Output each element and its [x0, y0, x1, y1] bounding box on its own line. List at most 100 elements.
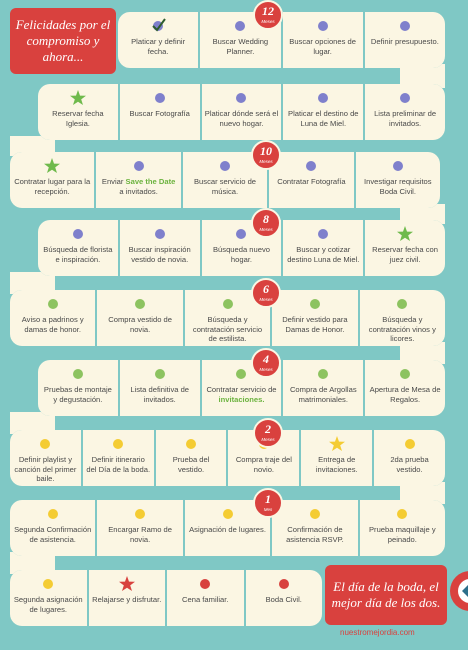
- dot: [309, 299, 320, 309]
- task-card: Buscar opciones de lugar.: [282, 12, 363, 68]
- dot: [318, 93, 329, 103]
- path-connector: [400, 482, 445, 504]
- task-text: Buscar Wedding Planner.: [212, 37, 269, 56]
- task-marker: [220, 161, 231, 171]
- task-text-part: Contratar servicio de: [206, 385, 277, 394]
- dot: [133, 161, 144, 171]
- task-card: Buscar y cotizar destino Luna de Miel.: [283, 220, 364, 276]
- dot: [318, 369, 329, 379]
- dot: [47, 299, 58, 309]
- task-marker: [235, 21, 246, 31]
- task-text: Lista preliminar de invitados.: [374, 109, 437, 128]
- dot: [222, 509, 233, 519]
- check: [152, 18, 166, 32]
- task-text: Definir itinerario del Día de la boda.: [86, 455, 151, 474]
- path-connector: [400, 204, 445, 224]
- dot: [404, 439, 415, 449]
- task-marker: [317, 21, 328, 31]
- task-card: Lista preliminar de invitados.: [365, 84, 445, 140]
- task-card: Segunda asignación de lugares.: [10, 570, 87, 626]
- path-connector: [10, 136, 55, 156]
- task-text: Reservar fecha Iglesia.: [52, 109, 104, 128]
- task-card: Segunda Confirmación de asistencia.: [10, 500, 96, 556]
- task-marker: [135, 299, 146, 309]
- task-marker: [47, 299, 58, 309]
- task-text: Compra de Argollas matrimoniales.: [289, 385, 357, 404]
- path-connector: [10, 272, 55, 294]
- star: [44, 158, 61, 173]
- task-text: Entrega de invitaciones.: [315, 455, 358, 474]
- task-card: Compra traje del novio.: [228, 430, 300, 486]
- task-marker: [135, 509, 146, 519]
- task-text: Buscar servicio de música.: [193, 177, 257, 196]
- task-card: Definir vestido para Damas de Honor.: [272, 290, 358, 346]
- badge-number: 6: [263, 282, 269, 296]
- dot: [154, 229, 165, 239]
- task-card: Entrega de invitaciones.: [301, 430, 373, 486]
- dot: [47, 509, 58, 519]
- task-text: Buscar y cotizar destino Luna de Miel.: [287, 245, 360, 264]
- task-marker: [309, 509, 320, 519]
- task-card: Enviar Save the Date a invitados.: [96, 152, 181, 208]
- task-marker: [44, 158, 61, 173]
- task-card: Compra de Argollas matrimoniales.: [283, 360, 364, 416]
- badge-number: 4: [263, 352, 269, 366]
- dot: [72, 369, 83, 379]
- month-badge: 10 Meses: [251, 140, 281, 170]
- task-card: Búsqueda y contratación vinos y licores.: [359, 290, 445, 346]
- task-text: Aviso a padrinos y damas de honor.: [21, 315, 84, 334]
- task-marker: [154, 93, 165, 103]
- task-text-part: Save the Date: [125, 177, 176, 186]
- task-card: Definir playlist y canción del primer ba…: [10, 430, 81, 486]
- title-box: Felicidades por el compromiso y ahora...: [10, 8, 116, 74]
- badge-unit: Meses: [261, 437, 275, 442]
- month-badge: 2 Meses: [253, 418, 283, 448]
- dot: [399, 21, 410, 31]
- task-text: Pruebas de montaje y degustación.: [43, 385, 112, 404]
- timeline-row: Platicar y definir fecha. Buscar Wedding …: [118, 12, 445, 68]
- task-marker: [278, 579, 289, 589]
- task-text: Apertura de Mesa de Regalos.: [369, 385, 441, 404]
- task-text: Contratar servicio de invitaciones.: [205, 385, 279, 404]
- task-text: Contratar lugar para la recepción.: [14, 177, 91, 196]
- badge-unit: Meses: [259, 367, 273, 372]
- task-text: Platicar dónde será el nuevo hogar.: [204, 109, 279, 128]
- task-card: Cena familiar.: [167, 570, 244, 626]
- footer-box: El día de la boda, el mejor día de los d…: [325, 565, 447, 625]
- task-marker: [328, 436, 345, 451]
- task-marker: [400, 369, 411, 379]
- dot: [113, 439, 124, 449]
- dot: [400, 93, 411, 103]
- dot: [200, 579, 211, 589]
- task-text: Relajarse y disfrutar.: [92, 595, 162, 604]
- logo: [450, 571, 468, 611]
- task-marker: [318, 93, 329, 103]
- task-text: Definir vestido para Damas de Honor.: [282, 315, 348, 334]
- task-marker: [404, 439, 415, 449]
- task-marker: [236, 93, 247, 103]
- task-text: Prueba maquillaje y peinado.: [368, 525, 436, 544]
- task-text: Buscar inspiración vestido de novia.: [128, 245, 191, 264]
- badge-unit: Mes: [263, 507, 273, 512]
- dot: [306, 161, 317, 171]
- task-text: Lista definitiva de invitados.: [130, 385, 190, 404]
- task-marker: [72, 229, 83, 239]
- timeline-row: Segunda Confirmación de asistencia. Encar…: [10, 500, 445, 556]
- task-text: Compra vestido de novia.: [108, 315, 172, 334]
- dot: [135, 509, 146, 519]
- task-card: Relajarse y disfrutar.: [88, 570, 165, 626]
- task-text: Enviar Save the Date a invitados.: [99, 177, 177, 196]
- month-badge: 12 Meses: [253, 0, 283, 30]
- task-text: Contratar Fotografía: [277, 177, 346, 186]
- dot: [309, 509, 320, 519]
- task-text: Encargar Ramo de novia.: [108, 525, 172, 544]
- task-text: Definir playlist y canción del primer ba…: [14, 455, 77, 483]
- task-marker: [40, 439, 51, 449]
- task-card: Encargar Ramo de novia.: [97, 500, 183, 556]
- task-card: Definir itinerario del Día de la boda.: [82, 430, 154, 486]
- task-marker: [236, 229, 247, 239]
- task-card: Prueba maquillaje y peinado.: [359, 500, 445, 556]
- timeline-row: Reservar fecha Iglesia. Buscar Fotografía…: [38, 84, 445, 140]
- task-card: Contratar lugar para la recepción.: [10, 152, 95, 208]
